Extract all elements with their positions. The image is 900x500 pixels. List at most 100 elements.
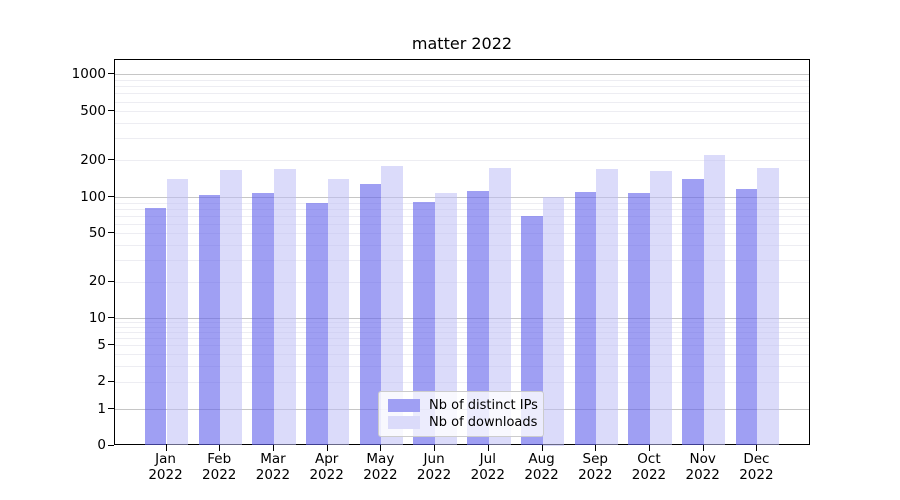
bar-downloads	[649, 170, 672, 446]
bar-downloads	[542, 197, 565, 446]
bar-distinct-ips	[359, 183, 382, 446]
minor-gridline	[115, 101, 809, 103]
bar-downloads	[327, 178, 350, 446]
bar-downloads	[703, 154, 726, 446]
bar-downloads	[381, 165, 404, 446]
y-axis-tick	[108, 408, 114, 409]
x-axis-tick	[756, 445, 758, 451]
legend-label-distinct-ips: Nb of distinct IPs	[429, 398, 538, 413]
y-axis-tick	[108, 344, 114, 346]
minor-gridline	[115, 111, 809, 113]
minor-gridline	[115, 93, 809, 95]
y-axis-tick-label: 100	[80, 188, 106, 205]
minor-gridline	[115, 354, 809, 356]
x-axis-tick-label: May 2022	[363, 451, 398, 483]
minor-gridline	[115, 160, 809, 162]
bar-downloads	[488, 168, 511, 446]
minor-gridline	[115, 138, 809, 140]
x-axis-tick-label: Jan 2022	[148, 451, 183, 483]
x-axis-tick	[595, 445, 597, 451]
minor-gridline	[115, 215, 809, 217]
x-axis-tick	[434, 445, 436, 451]
bar-distinct-ips	[520, 215, 543, 446]
y-axis-tick-label: 50	[88, 224, 106, 241]
bar-distinct-ips	[682, 179, 704, 446]
y-axis-tick-label: 1000	[71, 65, 106, 82]
x-axis-tick-label: Oct 2022	[631, 451, 667, 483]
y-axis-tick	[108, 159, 114, 161]
y-axis-tick-label: 2	[97, 373, 106, 390]
chart-title: matter 2022	[411, 34, 513, 53]
minor-gridline	[115, 245, 809, 247]
x-axis-tick-label: Dec 2022	[739, 451, 774, 483]
bar-distinct-ips	[574, 192, 597, 446]
y-axis-tick-label: 5	[97, 336, 106, 353]
minor-gridline	[115, 345, 809, 347]
bar-downloads	[596, 168, 618, 446]
bar-distinct-ips	[628, 193, 650, 446]
bar-distinct-ips	[198, 195, 221, 446]
minor-gridline	[115, 208, 809, 210]
y-axis-tick	[108, 110, 114, 112]
plot-area	[114, 59, 810, 446]
minor-gridline	[115, 338, 809, 340]
x-axis-tick-label: Feb 2022	[202, 451, 237, 483]
x-axis-tick-label: Sep 2022	[578, 451, 613, 483]
bar-distinct-ips	[252, 192, 274, 446]
minor-gridline	[115, 86, 809, 88]
bar-distinct-ips	[144, 208, 167, 446]
y-axis-tick-label: 200	[80, 151, 106, 168]
y-axis-tick	[108, 380, 114, 382]
x-axis-tick	[219, 445, 221, 451]
minor-gridline	[115, 322, 809, 324]
x-axis-tick-label: Mar 2022	[255, 451, 291, 483]
legend-row-downloads: Nb of downloads	[388, 415, 538, 430]
y-axis-tick	[108, 444, 114, 446]
y-axis-tick-label: 20	[88, 273, 106, 290]
bar-downloads	[435, 192, 457, 446]
legend-row-distinct-ips: Nb of distinct IPs	[388, 398, 538, 413]
bar-distinct-ips	[305, 202, 328, 446]
bar-downloads	[166, 179, 189, 446]
major-gridline	[115, 74, 809, 76]
major-gridline	[115, 318, 809, 319]
minor-gridline	[115, 381, 809, 383]
bar-distinct-ips	[735, 188, 758, 446]
x-axis-tick-label: Apr 2022	[309, 451, 344, 483]
x-axis-tick-label: Jul 2022	[470, 451, 505, 483]
y-axis-tick	[108, 73, 114, 75]
legend-label-downloads: Nb of downloads	[429, 415, 538, 430]
y-axis-tick	[108, 232, 114, 234]
legend-swatch-distinct-ips	[388, 399, 420, 412]
legend-swatch-downloads	[388, 416, 420, 429]
y-axis-tick-label: 1	[97, 400, 106, 417]
x-axis-tick	[541, 445, 543, 451]
x-axis-tick	[165, 445, 167, 451]
bar-distinct-ips	[413, 201, 436, 446]
minor-gridline	[115, 202, 809, 204]
minor-gridline	[115, 223, 809, 225]
minor-gridline	[115, 123, 809, 125]
y-axis-tick	[108, 280, 114, 282]
bar-downloads	[757, 168, 780, 446]
x-axis-tick-label: Nov 2022	[685, 451, 720, 483]
bar-distinct-ips	[467, 190, 489, 446]
major-gridline	[115, 197, 809, 198]
minor-gridline	[115, 233, 809, 235]
y-axis-tick	[108, 196, 114, 197]
minor-gridline	[115, 281, 809, 283]
x-axis-tick	[380, 445, 382, 451]
x-axis-tick-label: Jun 2022	[416, 451, 452, 483]
x-axis-tick-label: Aug 2022	[524, 451, 559, 483]
y-axis-tick-label: 10	[88, 309, 106, 326]
minor-gridline	[115, 365, 809, 367]
bar-downloads	[220, 169, 242, 446]
minor-gridline	[115, 326, 809, 328]
x-axis-tick	[648, 445, 650, 451]
y-axis-tick	[108, 317, 114, 318]
legend: Nb of distinct IPs Nb of downloads	[378, 391, 544, 437]
x-axis-tick	[487, 445, 489, 451]
minor-gridline	[115, 79, 809, 81]
bar-downloads	[273, 168, 296, 446]
